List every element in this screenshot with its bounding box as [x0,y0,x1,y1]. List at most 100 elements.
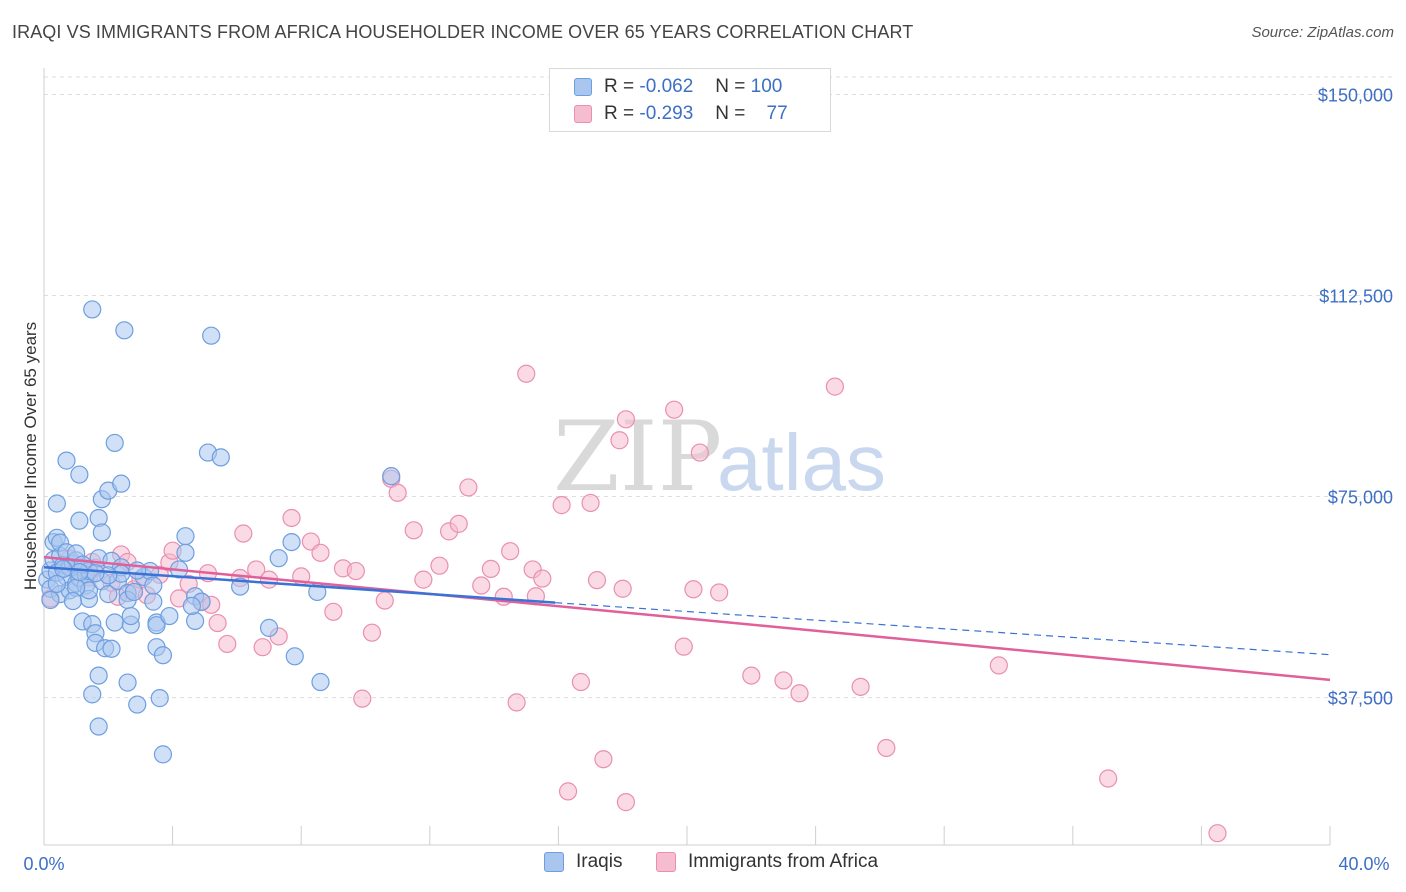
legend-label-immigrants: Immigrants from Africa [688,851,879,872]
data-point-immigrants [690,443,709,462]
data-point-iraqis [150,689,169,708]
gridlines [44,76,1395,699]
data-point-iraqis [70,465,89,484]
legend-r-label: R = [604,103,635,124]
data-point-immigrants [558,782,578,801]
data-point-iraqis [57,451,76,470]
trend-line-immigrants [43,555,1331,682]
data-point-iraqis [285,647,304,666]
data-point-immigrants [742,666,761,685]
data-point-iraqis [259,618,279,637]
legend-item-immigrants[interactable]: Immigrants from Africa [656,851,878,873]
data-point-iraqis [144,592,163,611]
data-point-immigrants [311,543,330,562]
data-point-iraqis [153,745,173,764]
data-point-iraqis [86,564,105,583]
data-point-iraqis [47,494,66,513]
data-point-immigrants [665,400,684,419]
data-point-iraqis [269,549,288,568]
data-point-immigrants [472,576,491,595]
data-point-immigrants [346,561,365,581]
data-point-iraqis [147,616,166,635]
data-point-iraqis [63,591,83,611]
chart-title: IRAQI VS IMMIGRANTS FROM AFRICA HOUSEHOL… [12,22,914,42]
series-immigrants-points [41,364,1227,843]
data-point-iraqis [211,448,230,467]
data-point-iraqis [176,527,195,546]
data-point-immigrants [587,571,607,590]
data-point-immigrants [517,364,536,383]
data-point-iraqis [105,433,124,453]
data-point-immigrants [481,559,500,579]
data-point-iraqis [382,467,401,486]
data-point-immigrants [616,793,636,812]
data-point-iraqis [144,576,163,595]
data-point-immigrants [375,591,394,610]
data-point-iraqis [92,523,111,542]
data-point-immigrants [208,613,227,633]
data-point-immigrants [616,410,636,429]
legend-label-iraqis: Iraqis [576,851,623,872]
data-point-iraqis [202,326,221,345]
data-point-iraqis [124,582,144,602]
data-point-immigrants [1099,769,1118,788]
y-tick-label: $37,500 [1328,689,1393,709]
data-point-immigrants [459,478,478,497]
data-point-iraqis [105,613,124,632]
data-point-iraqis [102,639,121,658]
data-point-immigrants [989,656,1008,675]
legend-row-immigrants: R = -0.293 N = 77 [574,102,788,126]
data-point-immigrants [414,570,433,589]
data-point-iraqis [83,685,102,704]
data-point-iraqis [128,695,147,714]
axes [43,68,1331,846]
data-point-immigrants [282,508,301,528]
data-point-iraqis [89,666,108,685]
data-point-immigrants [218,634,237,654]
data-point-iraqis [70,563,89,582]
data-point-immigrants [449,514,468,533]
data-point-immigrants [362,623,382,642]
x-tick-label: 0.0% [23,854,64,874]
y-tick-label: $112,500 [1319,286,1393,306]
data-point-immigrants [507,693,526,712]
data-point-immigrants [825,377,844,396]
y-tick-labels: $37,500 $75,000 $112,500 $150,000 [1318,85,1393,708]
data-point-iraqis [160,606,179,626]
source-credit: Source: ZipAtlas.com [1251,24,1394,41]
legend-item-iraqis[interactable]: Iraqis [544,851,622,873]
data-point-immigrants [388,483,407,502]
series-legend: Iraqis Immigrants from Africa [0,851,1406,879]
y-tick-label: $150,000 [1318,85,1393,105]
trend-line-iraqis-extension [555,602,1331,656]
data-point-iraqis [112,474,131,493]
data-point-iraqis [182,596,201,615]
data-point-immigrants [710,583,729,602]
legend-swatch-immigrants [656,852,676,872]
data-point-iraqis [176,543,195,562]
data-point-immigrants [430,556,449,575]
data-point-immigrants [353,689,372,708]
legend-swatch-immigrants [574,105,592,123]
data-point-immigrants [234,524,253,543]
y-tick-label: $75,000 [1328,488,1393,508]
legend-row-iraqis: R = -0.062 N = 100 [574,75,782,99]
data-point-immigrants [1208,824,1227,843]
legend-swatch-iraqis [574,78,592,96]
x-tick-labels: 0.0% 40.0% [23,854,1389,874]
data-point-immigrants [594,750,613,769]
trend-line-iraqis [43,566,556,604]
y-axis-label: Householder Income Over 65 years [21,322,40,590]
watermark: ZIP atlas [553,401,886,513]
data-point-immigrants [877,738,896,758]
data-point-iraqis [70,511,89,530]
data-point-immigrants [552,496,571,515]
data-point-iraqis [118,673,137,692]
data-point-iraqis [83,300,102,319]
data-point-iraqis [47,574,66,594]
data-point-immigrants [774,671,793,690]
data-point-iraqis [41,590,60,610]
series-iraqis-points [38,300,401,764]
data-point-iraqis [311,672,330,692]
